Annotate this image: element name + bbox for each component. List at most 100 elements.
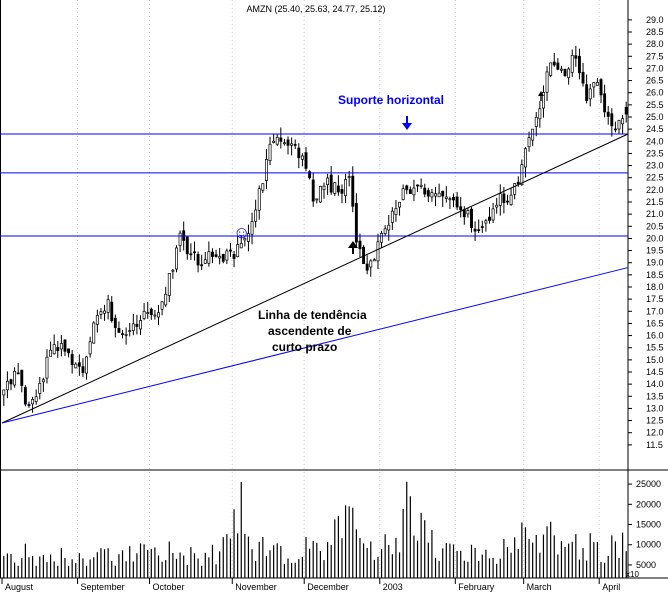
candle-body xyxy=(297,147,301,159)
candle-body xyxy=(412,187,416,196)
small-up-arrow-icon xyxy=(538,91,544,101)
candle-body xyxy=(88,341,92,355)
candle-body xyxy=(275,137,279,145)
candle-body xyxy=(452,196,455,201)
candle-body xyxy=(416,184,419,187)
chart-title: AMZN (25.40, 25.63, 24.77, 25.12) xyxy=(246,4,385,14)
candle-body xyxy=(246,233,250,242)
month-label: April xyxy=(602,582,620,592)
trend-arrow-icon xyxy=(348,241,358,254)
candle-body xyxy=(31,399,35,405)
candle-body xyxy=(376,241,380,262)
price-tick-label: 13.5 xyxy=(646,391,664,401)
price-tick-label: 17.0 xyxy=(646,306,664,316)
candle-body xyxy=(282,142,286,145)
price-tick-label: 11.5 xyxy=(646,440,663,450)
candle-body xyxy=(509,194,513,205)
candle-body xyxy=(441,190,445,197)
volume-tick-label: 25000 xyxy=(636,479,661,489)
month-label: November xyxy=(235,582,277,592)
candle-body xyxy=(178,232,182,246)
price-tick-label: 17.5 xyxy=(646,294,664,304)
price-tick-label: 25.0 xyxy=(646,112,664,122)
candle-body xyxy=(74,363,78,369)
candle-body xyxy=(218,255,222,259)
candle-body xyxy=(121,333,124,336)
candle-body xyxy=(606,111,610,117)
candle-body xyxy=(434,193,437,197)
candle-body xyxy=(286,139,290,146)
candle-body xyxy=(171,269,175,272)
candle-body xyxy=(592,82,596,88)
candle-body xyxy=(527,137,531,148)
candle-body xyxy=(211,251,214,257)
candle-body xyxy=(261,183,265,191)
candle-body xyxy=(613,128,617,131)
volume-tick-label: 20000 xyxy=(636,499,661,509)
candle-body xyxy=(354,203,358,243)
candle-body xyxy=(524,148,527,168)
candle-body xyxy=(160,301,164,310)
price-tick-label: 13.0 xyxy=(646,403,664,413)
candle-body xyxy=(290,143,294,146)
candle-body xyxy=(549,62,553,76)
price-tick-label: 25.5 xyxy=(646,100,664,110)
candle-body xyxy=(264,159,268,181)
candle-body xyxy=(538,108,542,120)
candle-body xyxy=(556,62,560,70)
candle-body xyxy=(135,323,139,327)
candle-body xyxy=(106,299,110,313)
price-tick-label: 16.0 xyxy=(646,331,664,341)
candle-body xyxy=(70,354,74,365)
candle-body xyxy=(304,152,308,169)
price-tick-label: 20.0 xyxy=(646,233,664,243)
price-tick-label: 12.5 xyxy=(646,416,664,426)
candle-body xyxy=(329,174,333,193)
candle-body xyxy=(146,312,150,315)
price-tick-label: 23.0 xyxy=(646,161,664,171)
candle-body xyxy=(268,143,272,161)
price-tick-label: 14.0 xyxy=(646,379,664,389)
candle-body xyxy=(153,314,157,317)
candle-body xyxy=(531,128,535,141)
candle-body xyxy=(347,176,351,178)
candle-body xyxy=(203,259,207,264)
candle-body xyxy=(344,179,348,197)
candle-body xyxy=(581,71,585,84)
price-candles xyxy=(2,45,628,413)
candle-body xyxy=(85,356,88,374)
candle-body xyxy=(408,189,412,194)
candle-body xyxy=(398,201,401,208)
candle-body xyxy=(401,188,405,200)
price-tick-label: 15.0 xyxy=(646,355,664,365)
candle-body xyxy=(63,339,67,352)
candle-body xyxy=(459,206,463,211)
candle-body xyxy=(383,228,387,234)
month-label: December xyxy=(307,582,349,592)
candle-body xyxy=(506,200,509,203)
time-axis: August September October November December 20… xyxy=(1,578,620,592)
price-tick-label: 28.0 xyxy=(646,39,664,49)
candle-body xyxy=(193,251,196,254)
candle-body xyxy=(570,55,574,73)
month-label: February xyxy=(458,582,495,592)
candle-body xyxy=(56,347,60,351)
volume-multiplier-label: x10 xyxy=(626,570,639,579)
annotation-suporte-horizontal: Suporte horizontal xyxy=(338,93,444,107)
candle-body xyxy=(387,224,391,231)
candle-body xyxy=(617,120,621,130)
candle-body xyxy=(462,209,466,218)
candle-body xyxy=(311,179,315,202)
candle-body xyxy=(470,208,473,228)
volume-tick-label: 5000 xyxy=(636,560,656,570)
candle-body xyxy=(200,264,204,267)
candle-body xyxy=(243,238,247,241)
candle-body xyxy=(45,356,49,379)
candle-body xyxy=(239,243,243,249)
candle-body xyxy=(189,253,193,256)
month-label: August xyxy=(5,582,34,592)
candle-body xyxy=(437,192,441,198)
candle-body xyxy=(175,247,178,270)
candle-body xyxy=(124,334,128,336)
candle-body xyxy=(167,273,171,296)
